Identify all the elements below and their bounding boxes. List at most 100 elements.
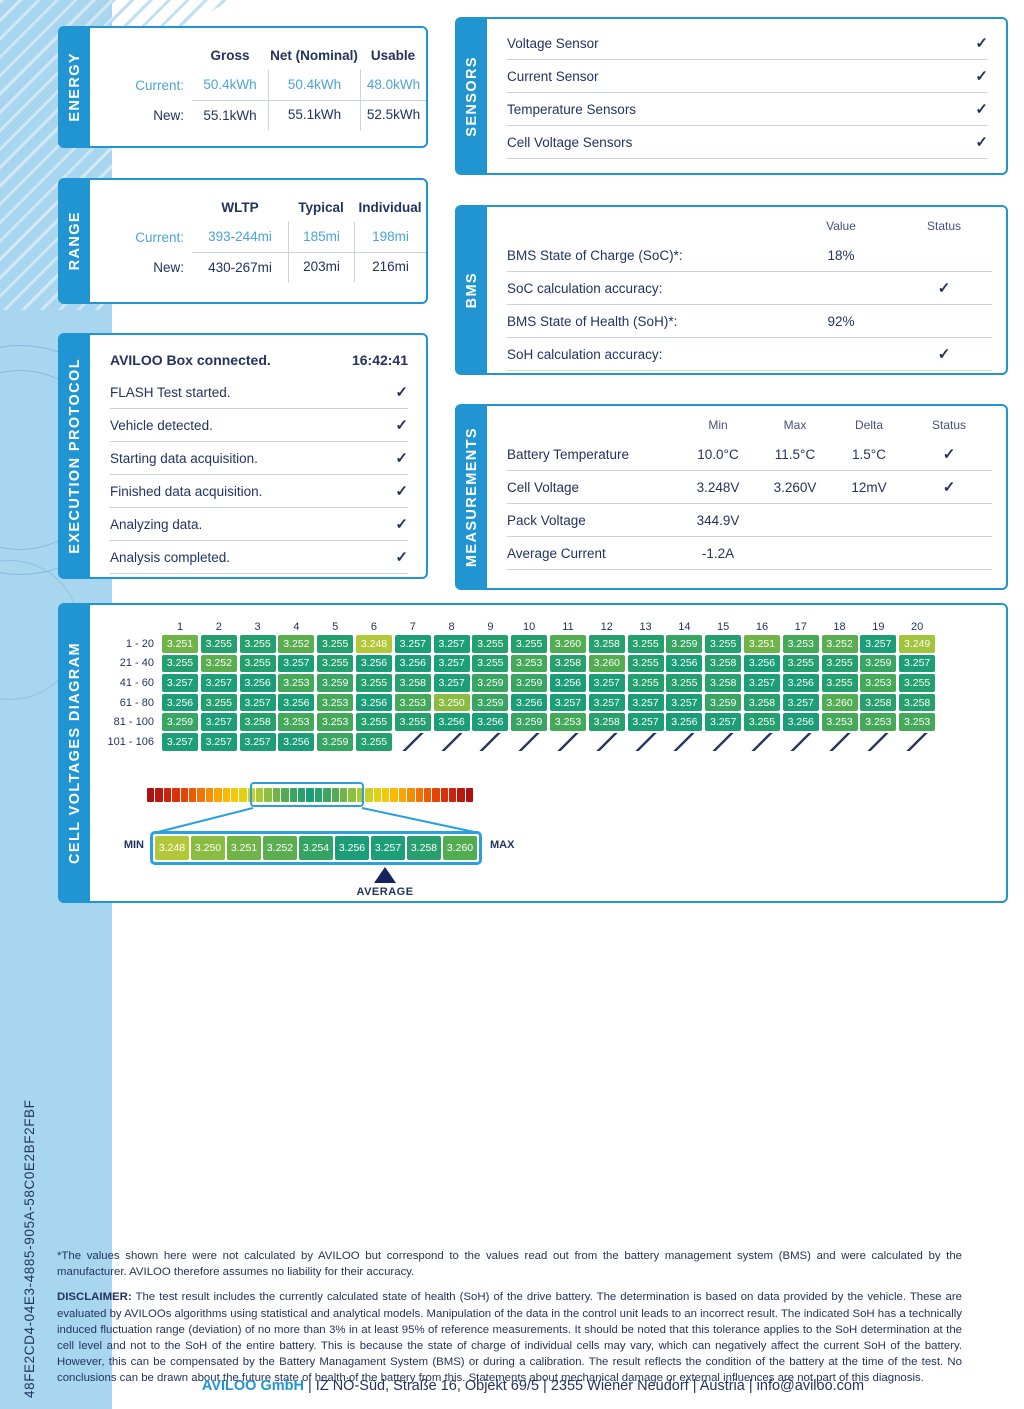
column-number: 4 [293,621,300,633]
cell-voltage-cell: 3.256 [278,693,315,712]
empty-cell-slash-icon [511,732,548,751]
check-icon: ✓ [942,446,956,463]
cell-voltage-cell: 3.258 [705,654,742,673]
table-row: New: 430-267mi 203mi 216mi [90,252,426,282]
scale-block [188,788,197,802]
sensor-row: Voltage Sensor ✓ [507,27,988,60]
column-number: 18 [833,621,846,633]
scale-block [214,788,222,802]
cell-voltage-cell: 3.256 [278,732,315,751]
scale-block [230,788,239,802]
column-number: 5 [332,621,339,633]
sensors-panel-title: SENSORS [464,55,480,137]
cell-voltage-cell: 3.255 [355,674,392,692]
cell-voltage-cell: 3.259 [705,693,742,712]
bms-value: 18% [827,247,855,263]
row-label: New: [153,259,184,275]
energy-panel-label-bar: ENERGY [60,28,90,146]
cell-voltage-cell: 3.248 [355,635,392,653]
cell-voltage-cell: 3.259 [472,693,509,712]
bms-panel: BMS Value Status BMS State of Charge (SoC)… [455,205,1008,375]
column-number: 6 [370,621,378,633]
cell-voltage-cell: 3.252 [200,654,237,673]
value-cell: 50.4kWh [192,70,268,101]
cell-voltage-cell: 3.259 [472,674,509,692]
table-header-row: Min Max Delta Status [507,412,992,438]
bms-row-label: BMS State of Health (SoH)*: [507,313,678,329]
cell-voltage-cell: 3.253 [278,713,315,731]
sensor-label: Voltage Sensor [507,35,599,51]
cell-voltage-cell: 3.256 [782,713,819,731]
cell-voltage-cell: 3.255 [239,635,276,653]
cell-voltage-cell: 3.258 [899,693,936,712]
column-header: Typical [298,199,344,215]
bms-values-note: *The values shown here were not calculat… [57,1250,962,1279]
measurement-value: 344.9V [696,512,740,528]
column-number: 15 [717,621,730,633]
cell-range-label: 101 - 106 [107,735,154,748]
cell-voltage-cell: 3.257 [278,654,315,673]
cell-voltage-cell: 3.255 [743,713,780,731]
company-name: AVILOO GmbH [201,1378,304,1394]
detail-voltage-cell: 3.252 [263,836,297,860]
cell-voltage-cell: 3.256 [394,654,431,673]
cell-voltage-cell: 3.255 [472,635,509,653]
scale-block [239,788,247,802]
cell-voltage-cell: 3.253 [782,635,819,653]
column-header: Delta [854,418,883,432]
protocol-step-label: Starting data acquisition. [110,450,258,466]
column-header: Gross [210,47,250,63]
detail-voltage-cell: 3.258 [407,836,441,860]
cell-voltage-cell: 3.260 [588,654,625,673]
sensor-label: Current Sensor [507,68,599,84]
check-icon: ✓ [395,516,408,533]
cell-voltage-cell: 3.256 [549,674,586,692]
cell-voltage-cell: 3.255 [355,713,392,731]
column-number: 16 [755,621,769,633]
cell-voltage-cell: 3.259 [666,635,703,653]
measurement-value: 11.5°C [774,446,816,462]
measurements-panel: MEASUREMENTS Min Max Delta Status Battery Te… [455,404,1008,590]
cell-voltage-cell: 3.257 [162,732,198,751]
cell-voltage-cell: 3.255 [200,635,237,653]
column-number: 14 [678,621,691,633]
cell-voltage-cell: 3.257 [200,674,237,692]
cell-voltage-cell: 3.256 [472,713,509,731]
cell-voltage-cell: 3.255 [317,654,354,673]
cell-voltage-cell: 3.259 [317,732,354,751]
table-header-row: Gross Net (Nominal) Usable [90,40,426,70]
table-header-row: Value Status [507,213,992,239]
column-number: 10 [523,621,536,633]
bms-panel-label-bar: BMS [457,207,487,373]
scale-block [172,788,180,802]
scale-block [407,788,415,802]
company-footer-line: AVILOO GmbH | IZ NÖ-Süd, Straße 16, Obje… [58,1378,1008,1394]
protocol-row: FLASH Test started. ✓ [110,376,408,409]
column-number: 3 [254,621,261,633]
cell-voltage-cell: 3.256 [162,693,198,712]
scale-block [331,788,339,802]
scale-block [256,788,264,802]
column-header: WLTP [221,199,259,215]
cell-voltage-cell: 3.255 [511,635,548,653]
measurement-label: Pack Voltage [507,512,586,528]
cell-voltage-cell: 3.256 [433,713,470,731]
protocol-row: Starting data acquisition. ✓ [110,442,408,475]
cell-voltage-cell: 3.255 [627,635,664,653]
table-row: Current: 50.4kWh 50.4kWh 48.0kWh [90,70,426,101]
protocol-step-label: Analysis completed. [110,549,231,565]
footer-notes: *The values shown here were not calculat… [57,1248,962,1396]
cell-voltage-cell: 3.255 [782,654,819,673]
cell-voltage-cell: 3.258 [588,635,625,653]
cell-voltage-cell: 3.253 [860,713,897,731]
protocol-row: Analyzing data. ✓ [110,508,408,541]
protocol-step-label: Vehicle detected. [110,417,213,433]
empty-cell-slash-icon [588,732,625,751]
cell-voltage-cell: 3.255 [899,674,936,692]
cell-voltage-cell: 3.257 [239,732,276,751]
cell-voltage-cell: 3.257 [666,693,703,712]
scale-block [180,788,188,802]
execution-protocol-label-bar: EXECUTION PROTOCOL [60,335,90,577]
scale-block [423,788,432,802]
measurement-row: Battery Temperature 10.0°C 11.5°C 1.5°C ✓ [507,438,992,471]
